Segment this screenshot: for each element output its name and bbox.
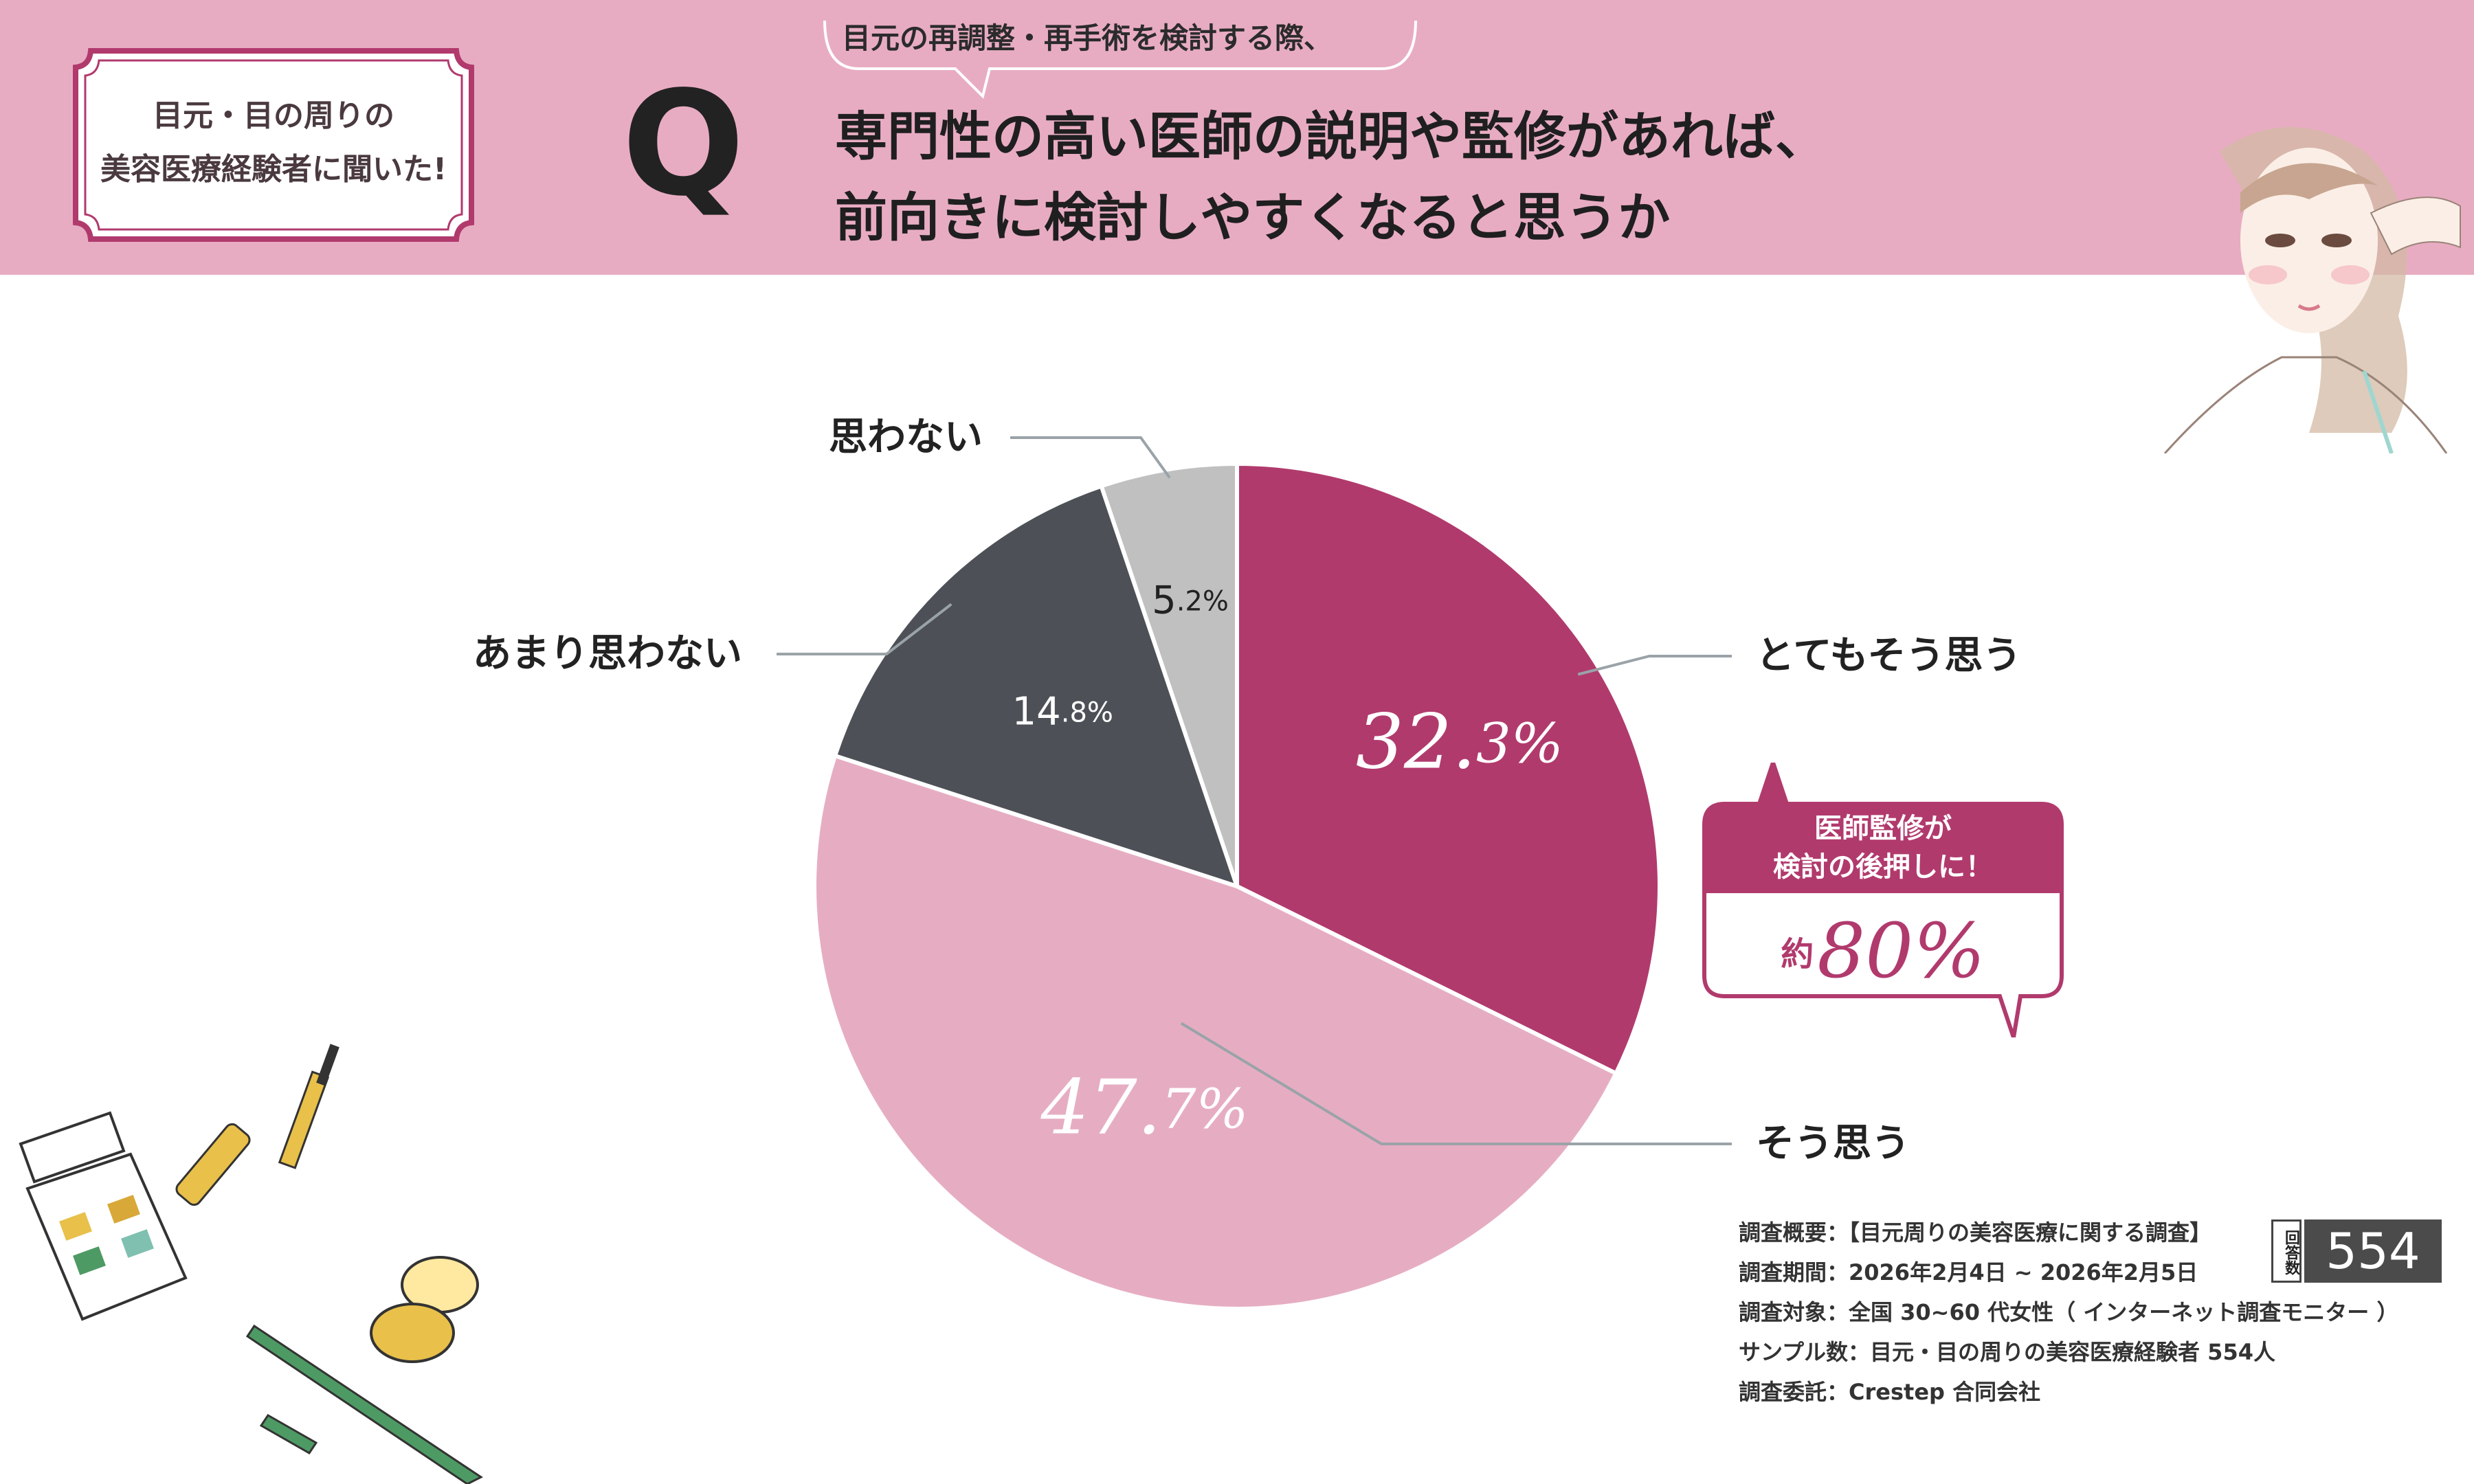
survey-line3: 調査対象：全国 30~60 代女性（ インターネット調査モニター ） bbox=[1739, 1299, 2399, 1325]
value-label-very-much: 32.3% bbox=[1356, 698, 1563, 786]
badge-frame bbox=[73, 48, 474, 242]
survey-line2: 調査期間：2026年2月4日 ~ 2026年2月5日 bbox=[1739, 1259, 2198, 1285]
leader-line bbox=[1010, 436, 1171, 479]
callout-bubble bbox=[1702, 763, 2064, 1037]
leader-line bbox=[1180, 1022, 1732, 1145]
callout-line1: 医師監修が bbox=[1814, 813, 1952, 844]
value-labels: 32.3% 47.7% 14.8% 5.2% bbox=[1012, 578, 1563, 1151]
callout-prefix: 約 bbox=[1781, 935, 1814, 974]
question-line1: 専門性の高い医師の説明や監修があれば、 bbox=[835, 106, 1827, 167]
slice-very-much bbox=[1235, 461, 1662, 1077]
compact-icon bbox=[370, 1256, 479, 1363]
main-question: 専門性の高い医師の説明や監修があれば、 前向きに検討しやすくなると思うか bbox=[835, 96, 1827, 258]
woman-illustration bbox=[2163, 127, 2461, 453]
value-label-agree: 47.7% bbox=[1040, 1063, 1249, 1151]
leader-line bbox=[1577, 655, 1732, 676]
slice-disagree bbox=[1098, 461, 1239, 887]
sub-question: 目元の再調整・再手術を検討する際、 bbox=[842, 21, 1333, 55]
count-value: 554 bbox=[2304, 1219, 2442, 1283]
eyeliner-icon bbox=[245, 1324, 483, 1484]
value-label-not-really: 14.8% bbox=[1012, 690, 1113, 734]
leader-lines bbox=[777, 436, 1732, 1145]
badge-line2: 美容医療経験者に聞いた! bbox=[100, 152, 447, 187]
survey-line1: 調査概要：【目元周りの美容医療に関する調査】 bbox=[1739, 1219, 2212, 1246]
category-label: 思わない bbox=[829, 415, 983, 460]
cosmetics-illustration bbox=[19, 1044, 483, 1484]
q-mark: Q bbox=[622, 60, 745, 228]
badge-line1: 目元・目の周りの bbox=[153, 98, 394, 133]
survey-line4: サンプル数：目元・目の周りの美容医療経験者 554人 bbox=[1739, 1339, 2275, 1365]
callout-value: 約 80% bbox=[1704, 907, 2062, 995]
pie-slices bbox=[812, 461, 1662, 1311]
leader-line bbox=[777, 603, 952, 655]
category-label: あまり思わない bbox=[473, 631, 742, 676]
value-label-disagree: 5.2% bbox=[1152, 578, 1229, 623]
question-line2: 前向きに検討しやすくなると思うか bbox=[835, 187, 1671, 248]
callout-line2: 検討の後押しに！ bbox=[1773, 851, 1993, 883]
slice-agree bbox=[812, 753, 1619, 1311]
badge-text: 目元・目の周りの 美容医療経験者に聞いた! bbox=[63, 89, 484, 196]
survey-info: 調査概要：【目元周りの美容医療に関する調査】 調査期間：2026年2月4日 ~ … bbox=[1739, 1213, 2398, 1412]
slice-not-really bbox=[832, 483, 1240, 890]
callout-text: 医師監修が 検討の後押しに！ bbox=[1704, 809, 2062, 886]
count-label: 回答数 bbox=[2271, 1219, 2302, 1283]
category-label: そう思う bbox=[1756, 1121, 1910, 1166]
eyeshadow-palette-icon bbox=[19, 1111, 188, 1321]
speech-bubble-outline bbox=[823, 20, 1417, 99]
category-label: とてもそう思う bbox=[1756, 633, 2021, 678]
callout-percent: 80% bbox=[1817, 907, 1985, 995]
mascara-icon bbox=[175, 1044, 339, 1206]
survey-line5: 調査委託：Crestep 合同会社 bbox=[1739, 1379, 2041, 1405]
